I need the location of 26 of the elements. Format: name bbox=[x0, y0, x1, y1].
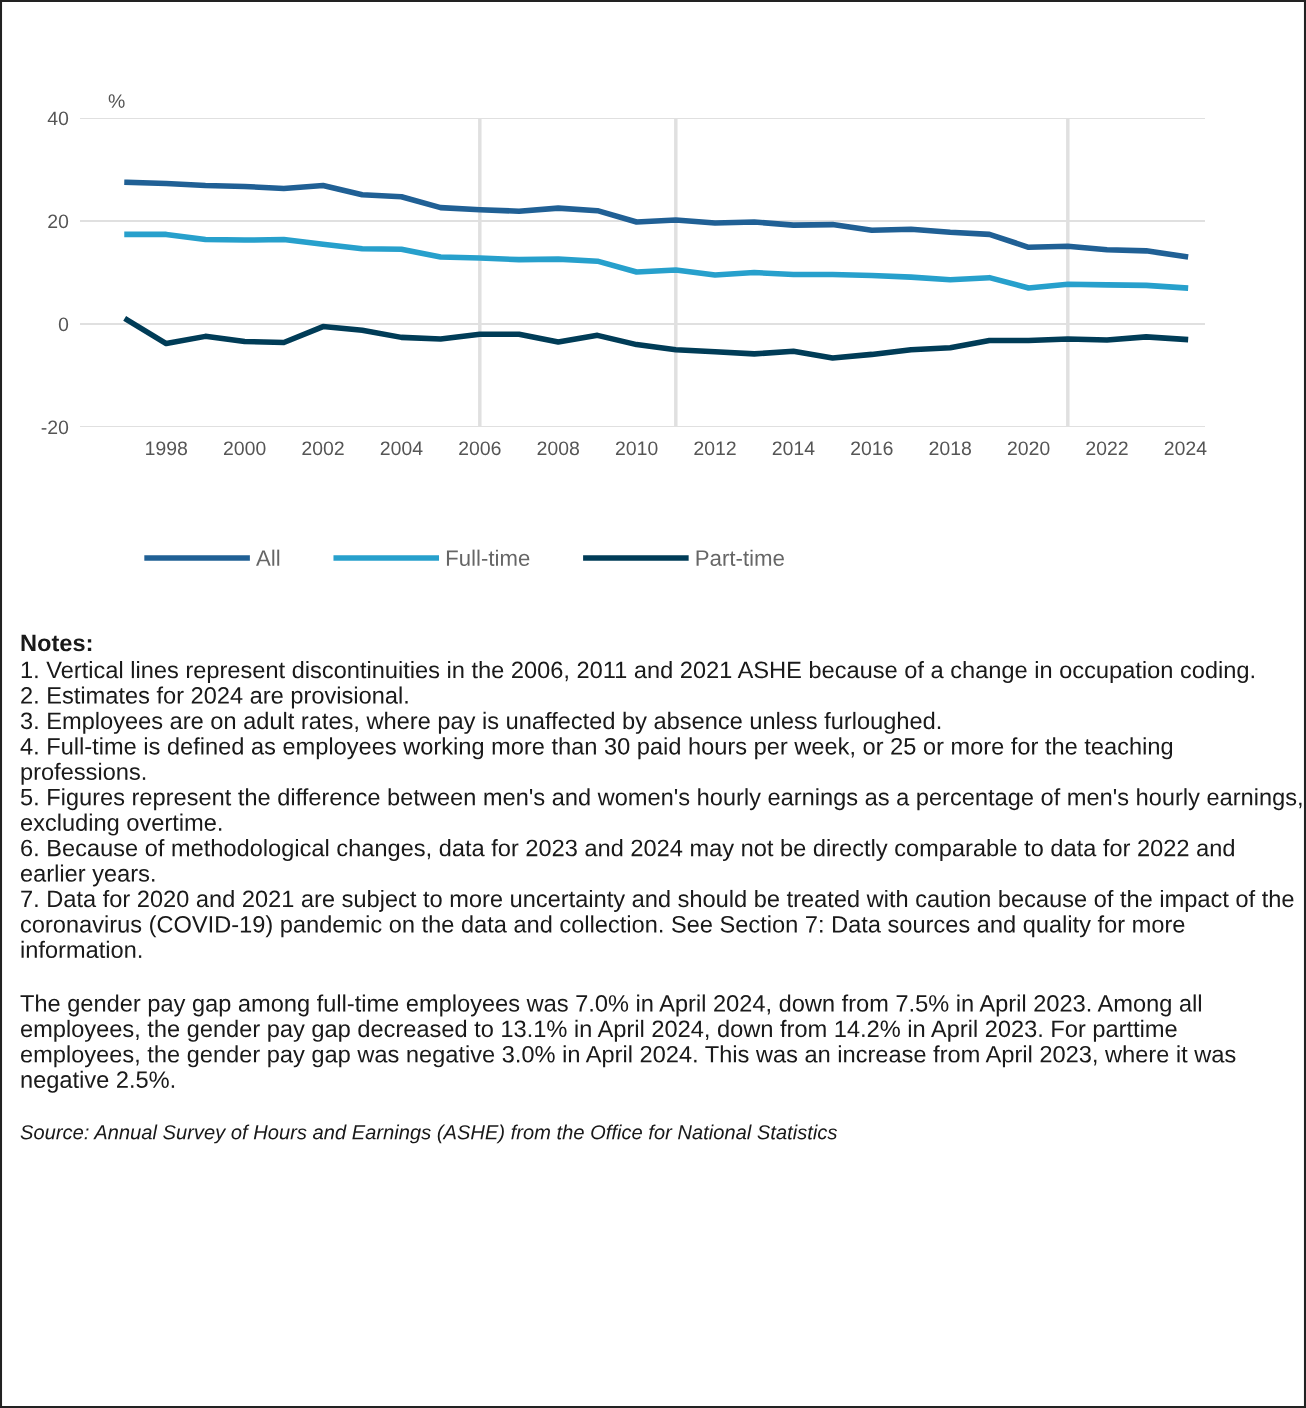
x-tick-label: 2020 bbox=[1007, 441, 1050, 456]
x-tick-label: 2024 bbox=[1164, 441, 1207, 456]
text: 1. Vertical lines represent discontinuities in the 2006, 2011 and 2021 ASHE because of a change in occupation coding. 2. Estimates for 2024 are provisional. 3. Employees are on adult rates, where pay is unaffected by absence unless furloughed. 4. Full-time is defined as employees working more than 30 paid hours per week, or 25 or more for the teaching professions. 5. Figures represent the difference between men's and women's hourly earnings as a percentage of men's hourly earnings, excluding overtime. 6. Because of methodological changes, data for 2023 and 2024 may not be directly comparable to data for 2022 and earlier years. 7. Data for 2020 and 2021 are subject to more uncertainty and should be treated with caution because of the impact of the coronavirus (COVID-19) pandemic on the data and collection. See Section 7: Data sources and quality for more information. bbox=[20, 661, 1302, 959]
x-tick-label: 2010 bbox=[615, 441, 658, 456]
x-tick-label: 2008 bbox=[537, 441, 580, 456]
x-tick-label: 2012 bbox=[694, 441, 736, 456]
y-axis-title: % bbox=[108, 94, 125, 108]
x-tick-label: 2000 bbox=[223, 441, 266, 456]
legend-label: All bbox=[256, 549, 280, 566]
y-tick-label: 20 bbox=[48, 214, 69, 229]
x-tick-label: 2016 bbox=[851, 441, 893, 456]
x-tick-label: 2006 bbox=[459, 441, 501, 456]
x-tick-label: 2004 bbox=[380, 441, 423, 456]
legend-label: Full-time bbox=[446, 549, 530, 566]
x-tick-label: 2002 bbox=[302, 441, 344, 456]
x-tick-label: 2022 bbox=[1086, 441, 1128, 456]
x-tick-label: 2014 bbox=[772, 441, 815, 456]
text: The gender pay gap among full-time employees was 7.0% in April 2024, down from 7.5% in April 2023. Among all employees, the gender pay gap decreased to 13.1% in April 2024, down from 14.2% in April 2023. For parttime employees, the gender pay gap was negative 3.0% in April 2024. This was an increase from April 2023, where it was negative 2.5%. bbox=[20, 994, 1236, 1093]
x-tick-label: 2018 bbox=[929, 441, 971, 456]
legend-label: Part-time bbox=[696, 549, 784, 566]
y-tick-label: 0 bbox=[58, 317, 69, 332]
source-note: Source: Annual Survey of Hours and Earnings (ASHE) from the Office for National Statistics bbox=[20, 1124, 838, 1144]
y-tick-label: 40 bbox=[47, 111, 69, 126]
x-tick-label: 1998 bbox=[146, 441, 188, 456]
y-tick-label: -20 bbox=[41, 420, 69, 435]
text: Notes: bbox=[21, 634, 92, 652]
